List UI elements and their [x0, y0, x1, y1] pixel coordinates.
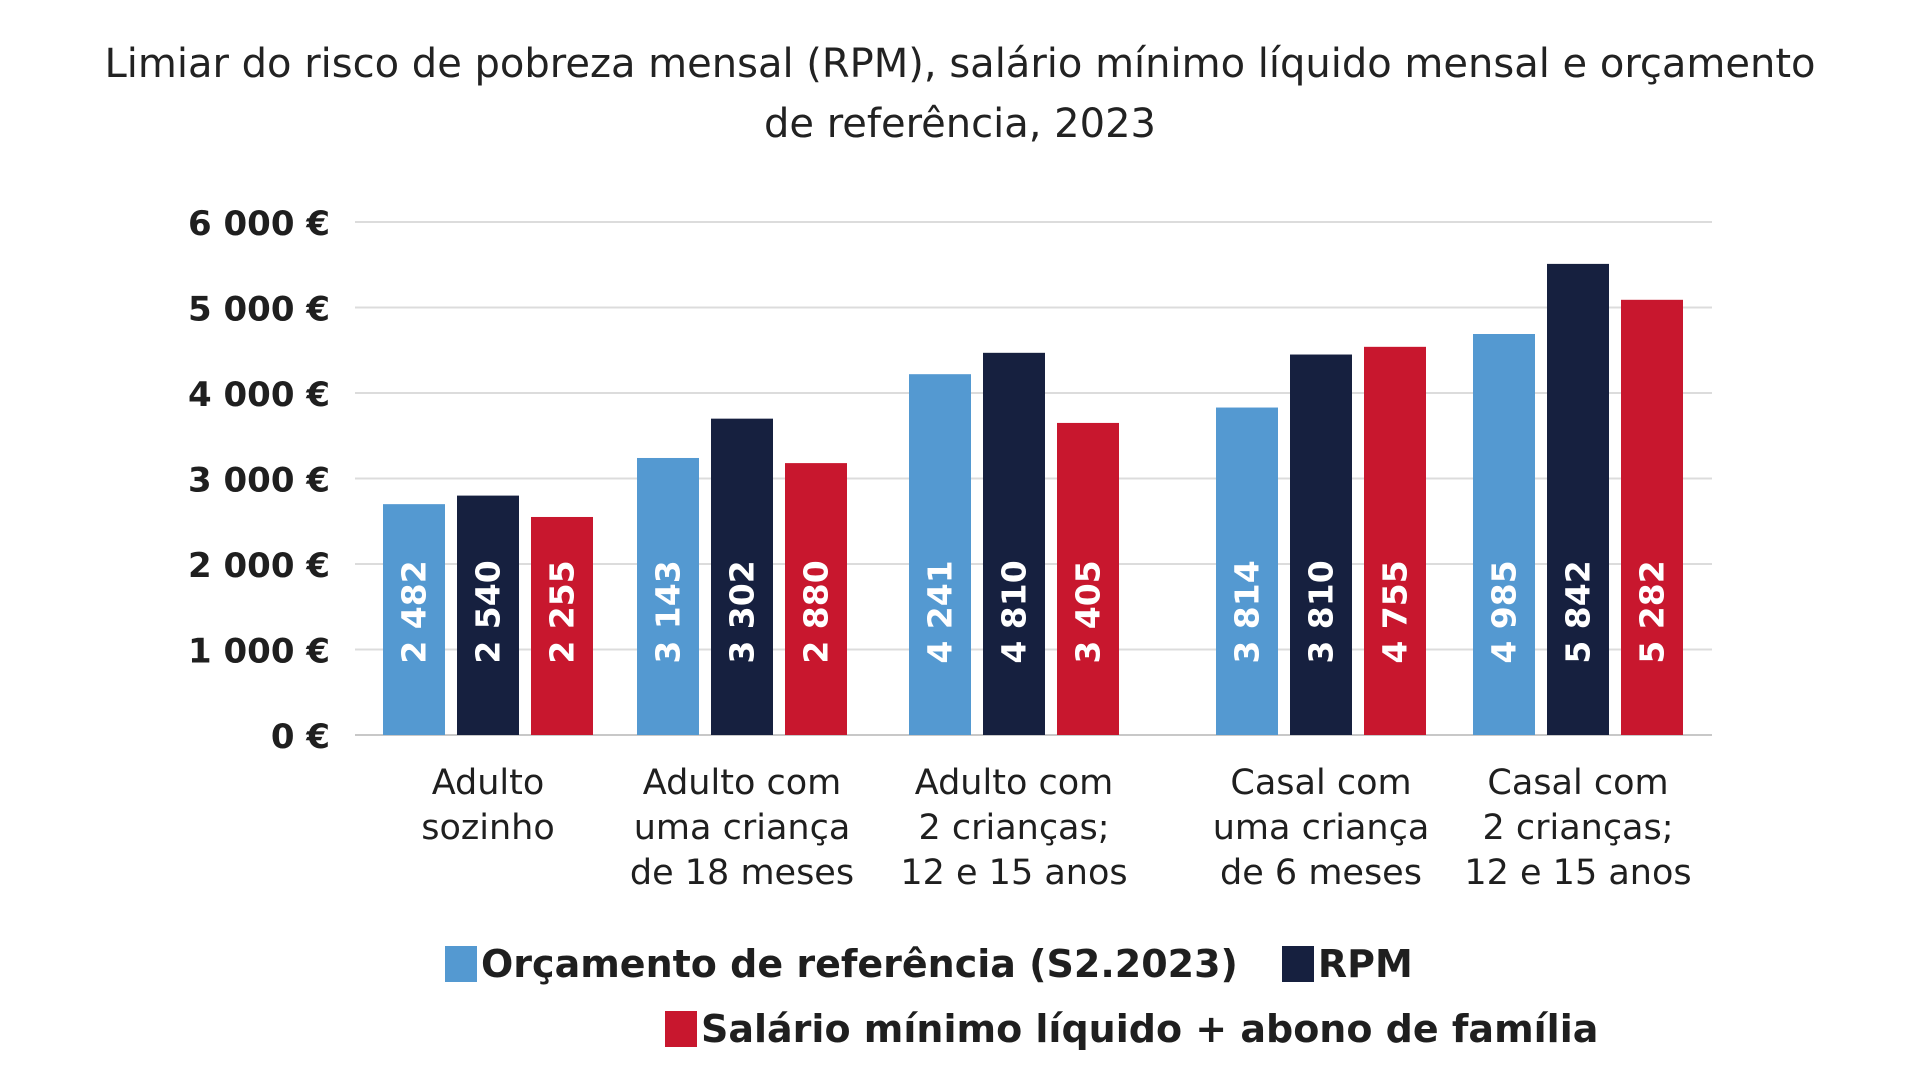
legend-row-2: Salário mínimo líquido + abono de famíli…	[665, 1007, 1642, 1051]
y-tick-label: 0 €	[271, 717, 330, 757]
legend-swatch-rpm	[1281, 946, 1314, 982]
legend-item-minimum-wage: Salário mínimo líquido + abono de famíli…	[665, 1007, 1598, 1051]
bar-data-label: 2 540	[469, 560, 508, 663]
bar	[383, 504, 445, 735]
x-category-label: Casal com	[1230, 763, 1411, 803]
bar	[711, 418, 773, 735]
bar-data-label: 3 143	[649, 560, 688, 663]
legend-row-1: Orçamento de referência (S2.2023) RPM	[445, 942, 1457, 986]
bar-data-label: 5 842	[1559, 560, 1598, 663]
y-tick-label: 4 000 €	[188, 375, 330, 415]
bar	[1290, 354, 1352, 735]
bar-data-label: 2 482	[395, 560, 434, 663]
x-category-label: 12 e 15 anos	[900, 853, 1127, 893]
legend-label-rpm: RPM	[1317, 942, 1413, 986]
legend-label-minimum-wage: Salário mínimo líquido + abono de famíli…	[701, 1007, 1599, 1051]
bar	[1473, 334, 1535, 735]
x-category-label: Adulto com	[915, 763, 1113, 803]
x-category-label: de 18 meses	[630, 853, 854, 893]
bar	[531, 516, 593, 735]
bar	[909, 374, 971, 735]
x-category-label: uma criança	[1213, 808, 1430, 848]
bar	[1621, 299, 1683, 735]
legend-swatch-minimum-wage	[665, 1011, 697, 1047]
bar-data-label: 4 985	[1485, 560, 1524, 663]
y-tick-label: 1 000 €	[188, 632, 330, 672]
bar-data-label: 3 302	[723, 560, 762, 663]
bar	[457, 495, 519, 735]
legend-item-reference-budget: Orçamento de referência (S2.2023)	[445, 942, 1238, 986]
chart-title: Limiar do risco de pobreza mensal (RPM),…	[104, 41, 1816, 147]
x-category-label: 12 e 15 anos	[1464, 853, 1691, 893]
legend-item-rpm: RPM	[1281, 942, 1413, 986]
legend-label-reference-budget: Orçamento de referência (S2.2023)	[481, 942, 1238, 986]
x-category-label: 2 crianças;	[1482, 808, 1673, 848]
bar-data-label: 4 755	[1376, 560, 1415, 663]
x-category-label: sozinho	[421, 808, 555, 848]
bar	[785, 463, 847, 735]
bar-data-label: 3 810	[1302, 560, 1341, 663]
y-tick-label: 3 000 €	[188, 461, 330, 501]
bar-data-label: 3 814	[1228, 560, 1267, 663]
x-category-label: Adulto com	[643, 763, 841, 803]
x-category-label: uma criança	[634, 808, 851, 848]
bar-data-label: 5 282	[1633, 560, 1672, 663]
bar-data-label: 2 255	[543, 560, 582, 663]
bar	[1057, 422, 1119, 735]
y-tick-label: 5 000 €	[188, 290, 330, 330]
bar	[1547, 263, 1609, 735]
x-category-label: de 6 meses	[1220, 853, 1422, 893]
bar	[1216, 407, 1278, 735]
bar	[983, 352, 1045, 735]
y-tick-label: 2 000 €	[188, 546, 330, 586]
bar-data-label: 2 880	[797, 560, 836, 663]
x-category-label: Casal com	[1487, 763, 1668, 803]
bar-data-label: 4 241	[921, 560, 960, 663]
x-category-label: Adulto	[432, 763, 545, 803]
bar-data-label: 4 810	[995, 560, 1034, 663]
bar	[637, 457, 699, 735]
x-category-label: 2 crianças;	[918, 808, 1109, 848]
y-tick-label: 6 000 €	[188, 204, 330, 244]
bar	[1364, 346, 1426, 735]
legend-swatch-reference-budget	[445, 946, 477, 982]
bar-data-label: 3 405	[1069, 560, 1108, 663]
